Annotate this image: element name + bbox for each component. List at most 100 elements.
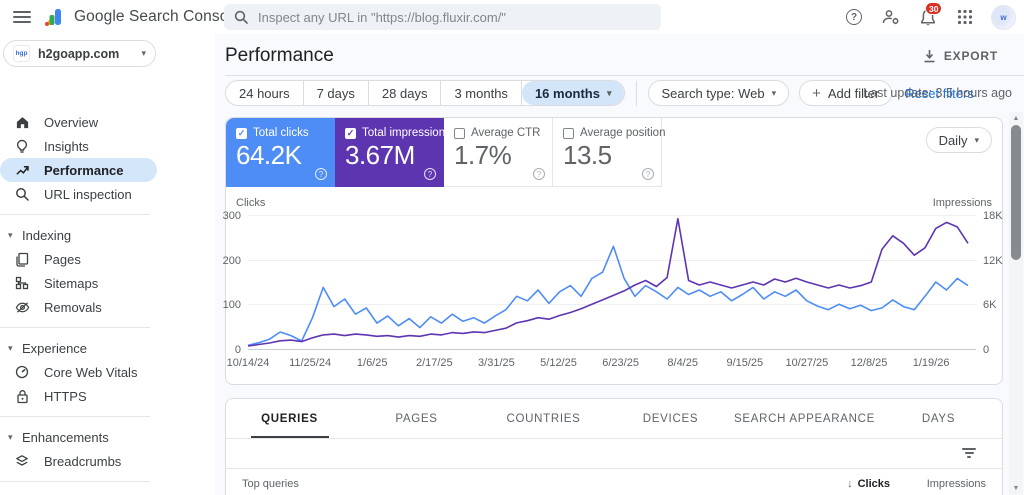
sidebar-item-sitemaps[interactable]: Sitemaps [0, 271, 157, 295]
right-axis-label: Impressions [932, 197, 992, 209]
scrollbar-thumb[interactable] [1011, 125, 1021, 260]
x-axis-line [248, 349, 976, 350]
checkbox-average-position[interactable] [563, 127, 574, 139]
tab-queries[interactable]: QUERIES [226, 399, 353, 438]
sidebar-item-label: URL inspection [44, 186, 132, 202]
user-settings-icon[interactable] [880, 6, 902, 28]
table-header-row: Top queries ↓ Clicks Impressions [226, 469, 1002, 495]
date-range-chip[interactable]: 16 months ▾ [521, 81, 625, 105]
help-icon[interactable]: ? [843, 6, 865, 28]
y-tick: 0 [234, 344, 241, 356]
gridline [248, 259, 976, 261]
chart-plot-area[interactable]: 300 200 100 0 18K 12K 6K 0 [223, 210, 1003, 356]
reset-filters-link[interactable]: Reset filters [905, 85, 974, 101]
sidebar-item-core-web-vitals[interactable]: Core Web Vitals [0, 360, 157, 384]
scroll-down-icon[interactable]: ▼ [1012, 484, 1020, 492]
metric-card[interactable]: Average position 13.5 ? [553, 118, 665, 187]
metric-value: 64.2K [236, 140, 302, 170]
section-label: Enhancements [22, 429, 109, 445]
chevron-down-icon: ▾ [771, 87, 777, 98]
scroll-up-icon[interactable]: ▲ [1012, 114, 1020, 122]
notifications-icon[interactable]: 30 [917, 2, 943, 28]
chart-series-svg [247, 217, 969, 347]
add-filter-chip[interactable]: + Add filter [799, 80, 893, 106]
lightbulb-icon [14, 138, 30, 154]
search-type-chip[interactable]: Search type: Web ▾ [648, 80, 790, 106]
checkbox-average-ctr[interactable] [454, 127, 465, 139]
eye-off-icon [14, 299, 30, 315]
search-input[interactable] [258, 9, 651, 25]
help-icon[interactable]: ? [642, 168, 654, 180]
sidebar-item-label: Overview [44, 114, 99, 130]
sidebar: hgp h2goapp.com ▾ Overview Insights Perf… [0, 34, 215, 495]
account-avatar[interactable]: w [991, 4, 1016, 30]
divider [225, 75, 1024, 76]
metric-card[interactable]: Average CTR 1.7% ? [444, 118, 553, 187]
sidebar-item-overview[interactable]: Overview [0, 110, 157, 134]
menu-icon[interactable] [13, 11, 31, 23]
vertical-scrollbar[interactable]: ▲ ▼ [1009, 112, 1023, 495]
granularity-dropdown[interactable]: Daily ▾ [925, 127, 992, 153]
date-range-group: 24 hours 7 days 28 days 3 months 16 mont… [225, 80, 626, 106]
section-experience[interactable]: ▾ Experience [0, 336, 215, 360]
performance-chart-icon [14, 162, 30, 178]
divider [0, 214, 150, 215]
column-impressions[interactable]: Impressions [926, 478, 986, 490]
sidebar-item-insights[interactable]: Insights [0, 134, 157, 158]
date-range-chip[interactable]: 3 months [441, 81, 522, 105]
sidebar-item-pages[interactable]: Pages [0, 247, 157, 271]
y-tick: 100 [222, 299, 241, 312]
section-security-manual-actions[interactable]: ▸ Security & Manual Actions [0, 490, 215, 495]
help-icon[interactable]: ? [424, 168, 436, 180]
chevron-down-icon: ▾ [8, 342, 13, 353]
export-button[interactable]: EXPORT [923, 49, 998, 63]
metric-card[interactable]: ✓ Total impressions 3.67M ? [335, 118, 451, 187]
product-name: Google Search Console [74, 8, 241, 25]
metric-value: 3.67M [345, 140, 415, 170]
apps-grid-icon[interactable] [954, 6, 976, 28]
x-tick-label: 10/27/25 [785, 357, 829, 369]
sidebar-item-url-inspection[interactable]: URL inspection [0, 182, 157, 206]
y-tick: 18K [983, 210, 1003, 222]
x-tick-label: 8/4/25 [667, 357, 698, 369]
sitemap-icon [14, 275, 30, 291]
tab-search-appearance[interactable]: SEARCH APPEARANCE [734, 412, 875, 425]
section-enhancements[interactable]: ▾ Enhancements [0, 425, 215, 449]
checkbox-total-impressions[interactable]: ✓ [345, 127, 356, 139]
search-icon [234, 10, 248, 24]
download-icon [924, 50, 935, 63]
tab-devices[interactable]: DEVICES [642, 412, 699, 425]
sidebar-item-https[interactable]: HTTPS [0, 384, 157, 408]
divider [0, 416, 150, 417]
sort-down-icon: ↓ [847, 478, 853, 490]
column-clicks-sort[interactable]: ↓ Clicks [847, 478, 890, 490]
tab-pages[interactable]: PAGES [395, 412, 438, 425]
left-axis-label: Clicks [236, 197, 266, 209]
gridline [248, 215, 976, 216]
sidebar-item-performance[interactable]: Performance [0, 158, 157, 182]
date-range-chip[interactable]: 7 days [304, 81, 369, 105]
sidebar-item-removals[interactable]: Removals [0, 295, 157, 319]
section-indexing[interactable]: ▾ Indexing [0, 223, 215, 247]
help-icon[interactable]: ? [533, 168, 545, 180]
url-inspect-searchbox[interactable] [224, 4, 661, 30]
series-line-total-clicks [247, 245, 969, 347]
property-selector[interactable]: hgp h2goapp.com ▾ [3, 40, 156, 67]
lock-icon [14, 388, 30, 404]
help-icon[interactable]: ? [315, 168, 327, 180]
search-console-logo-icon [43, 6, 65, 28]
date-range-chip[interactable]: 24 hours [226, 81, 304, 105]
tab-countries[interactable]: COUNTRIES [506, 412, 581, 425]
main-content: Performance EXPORT 24 hours 7 days 28 da… [225, 34, 1024, 495]
tab-days[interactable]: DAYS [921, 412, 956, 425]
checkbox-total-clicks[interactable]: ✓ [236, 127, 247, 139]
metric-card[interactable]: ✓ Total clicks 64.2K ? [226, 118, 335, 187]
x-tick-label: 10/14/24 [226, 357, 270, 369]
notification-badge: 30 [925, 2, 943, 15]
sidebar-item-breadcrumbs[interactable]: Breadcrumbs [0, 449, 157, 473]
date-range-chip[interactable]: 28 days [369, 81, 442, 105]
x-tick-label: 9/15/25 [726, 357, 764, 369]
table-toolbar [226, 439, 1002, 469]
filter-list-icon[interactable] [962, 448, 976, 459]
sidebar-item-label: Sitemaps [44, 275, 99, 291]
